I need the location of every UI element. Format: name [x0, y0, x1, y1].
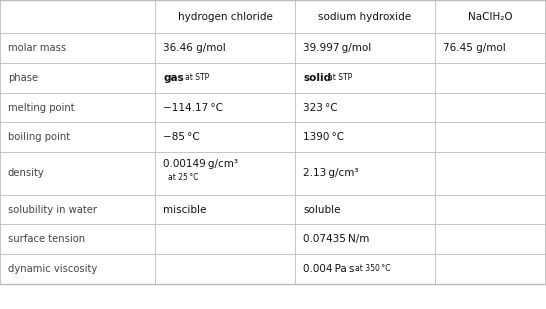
- Text: NaClH₂O: NaClH₂O: [468, 12, 512, 22]
- Text: at 25 °C: at 25 °C: [168, 173, 199, 182]
- Text: 36.46 g/mol: 36.46 g/mol: [163, 43, 225, 53]
- Text: 1390 °C: 1390 °C: [303, 132, 344, 142]
- Text: 0.00149 g/cm³: 0.00149 g/cm³: [163, 159, 238, 169]
- Text: solubility in water: solubility in water: [8, 205, 97, 214]
- Text: sodium hydroxide: sodium hydroxide: [318, 12, 412, 22]
- Text: hydrogen chloride: hydrogen chloride: [177, 12, 272, 22]
- Text: gas: gas: [163, 73, 184, 83]
- Text: boiling point: boiling point: [8, 132, 70, 142]
- Text: phase: phase: [8, 73, 38, 83]
- Text: 39.997 g/mol: 39.997 g/mol: [303, 43, 371, 53]
- Text: melting point: melting point: [8, 103, 75, 112]
- Text: solid: solid: [303, 73, 331, 83]
- Text: dynamic viscosity: dynamic viscosity: [8, 264, 97, 274]
- Text: density: density: [8, 168, 45, 178]
- Text: miscible: miscible: [163, 205, 206, 214]
- Text: −114.17 °C: −114.17 °C: [163, 103, 223, 112]
- Text: 0.07435 N/m: 0.07435 N/m: [303, 234, 370, 244]
- Text: molar mass: molar mass: [8, 43, 66, 53]
- Text: 0.004 Pa s: 0.004 Pa s: [303, 264, 354, 274]
- Text: surface tension: surface tension: [8, 234, 85, 244]
- Text: −85 °C: −85 °C: [163, 132, 200, 142]
- Text: 2.13 g/cm³: 2.13 g/cm³: [303, 168, 359, 178]
- Text: at STP: at STP: [328, 73, 352, 83]
- Text: 76.45 g/mol: 76.45 g/mol: [443, 43, 506, 53]
- Text: at STP: at STP: [185, 73, 209, 83]
- Text: 323 °C: 323 °C: [303, 103, 337, 112]
- Text: soluble: soluble: [303, 205, 341, 214]
- Text: at 350 °C: at 350 °C: [355, 264, 390, 273]
